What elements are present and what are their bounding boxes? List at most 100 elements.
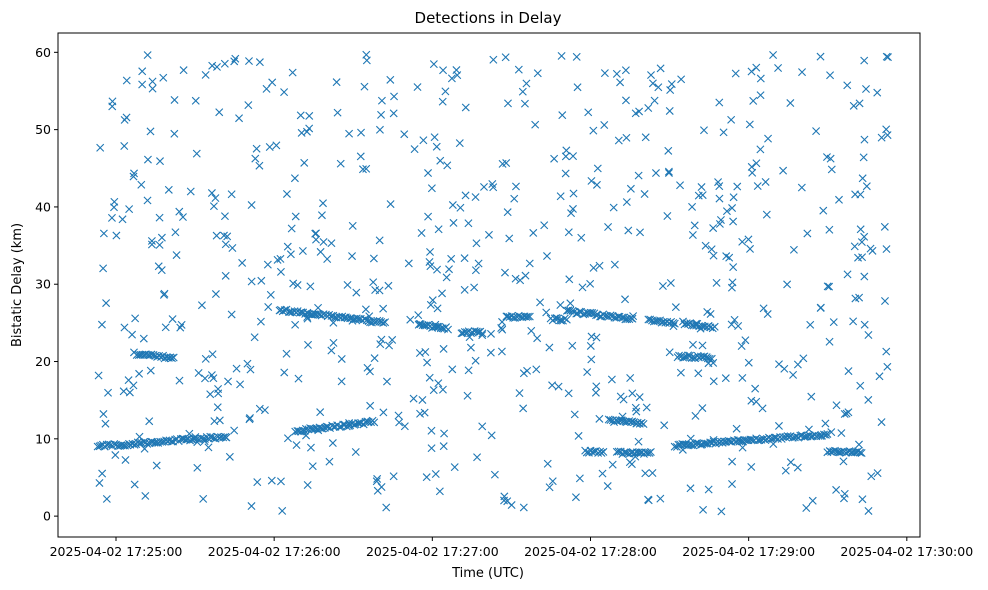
detection-point [95, 478, 104, 487]
detection-point [756, 74, 765, 83]
detection-point [363, 363, 372, 372]
detection-point [381, 318, 390, 327]
detection-point [426, 247, 435, 256]
detection-point [675, 351, 684, 360]
detection-point [626, 373, 635, 382]
detection-point [487, 431, 496, 440]
detection-point [692, 438, 701, 447]
detection-point [414, 311, 423, 320]
detection-point [548, 477, 557, 486]
detection-point [707, 245, 716, 254]
detection-point [139, 334, 148, 343]
detection-point [420, 408, 429, 417]
detection-point [564, 389, 573, 398]
detection-point [738, 373, 747, 382]
detection-point [201, 374, 209, 383]
detection-point [192, 149, 201, 158]
detection-point [574, 431, 583, 440]
detection-point [371, 286, 380, 294]
detection-point [567, 209, 576, 218]
detection-point [215, 108, 224, 117]
detection-point [622, 198, 631, 207]
detection-point [268, 78, 277, 87]
detection-point [297, 128, 306, 137]
detection-point [474, 259, 483, 268]
detection-point [612, 69, 621, 78]
detection-point [714, 178, 723, 187]
detection-point [699, 505, 708, 514]
detection-point [389, 109, 398, 118]
x-tick-label: 2025-04-02 17:30:00 [840, 544, 973, 559]
detection-point [129, 381, 138, 390]
detection-point [722, 207, 731, 216]
detection-point [733, 182, 742, 191]
detection-point [609, 203, 618, 212]
detection-point [464, 366, 473, 375]
detection-point [263, 260, 272, 269]
detection-point [557, 51, 566, 60]
y-axis-ticks: 0 10 20 30 40 50 60 [35, 45, 58, 524]
detection-point [316, 408, 325, 417]
detection-point [516, 276, 525, 285]
detection-point [503, 497, 512, 506]
detection-point [282, 349, 291, 358]
detection-point [761, 177, 770, 186]
detection-point [152, 461, 161, 470]
detection-point [763, 310, 772, 319]
detection-point [348, 252, 357, 261]
detection-point [360, 82, 369, 91]
detection-point [222, 433, 231, 442]
detection-point [806, 320, 815, 329]
detection-point [716, 216, 725, 224]
detection-point [99, 410, 108, 419]
detection-point [759, 304, 768, 313]
detection-point [146, 127, 155, 136]
detection-point [427, 444, 436, 453]
detection-point [146, 366, 155, 375]
detection-point [305, 111, 314, 120]
detection-point [333, 108, 342, 117]
detection-point [148, 84, 157, 93]
detection-point [646, 448, 655, 457]
detection-point [122, 113, 131, 122]
detection-point [840, 489, 849, 498]
detection-point [533, 334, 542, 343]
detection-point [826, 71, 835, 80]
detection-point [843, 81, 852, 90]
detection-point [478, 422, 487, 431]
detection-point [219, 433, 228, 442]
detection-point [589, 263, 598, 272]
detection-point [694, 191, 703, 200]
detection-point [670, 442, 679, 451]
x-tick-label: 2025-04-02 17:28:00 [524, 544, 657, 559]
detection-point [709, 377, 718, 386]
detection-point [758, 404, 767, 413]
detection-point [250, 333, 259, 342]
detection-point [856, 448, 865, 457]
detection-point [738, 237, 747, 246]
detection-point [587, 332, 596, 341]
detection-point [816, 52, 825, 61]
detection-point [608, 460, 617, 469]
detection-point [425, 257, 434, 266]
detection-point [587, 176, 596, 185]
detection-point [245, 414, 254, 423]
detection-point [376, 340, 385, 349]
detection-point [753, 182, 762, 191]
detection-point [627, 460, 636, 469]
detection-point [345, 129, 354, 138]
detection-point [592, 382, 601, 391]
detection-point [856, 190, 865, 199]
detection-point [257, 276, 266, 285]
detection-point [382, 503, 391, 512]
detection-point [734, 436, 743, 445]
detection-point [175, 207, 184, 216]
detection-point [803, 229, 812, 238]
detection-point [118, 215, 127, 224]
detection-point [439, 344, 448, 353]
detection-point [179, 66, 188, 75]
detection-point [298, 246, 307, 255]
y-tick-label: 50 [35, 122, 51, 137]
detection-point [447, 74, 456, 83]
detection-point [471, 266, 480, 275]
